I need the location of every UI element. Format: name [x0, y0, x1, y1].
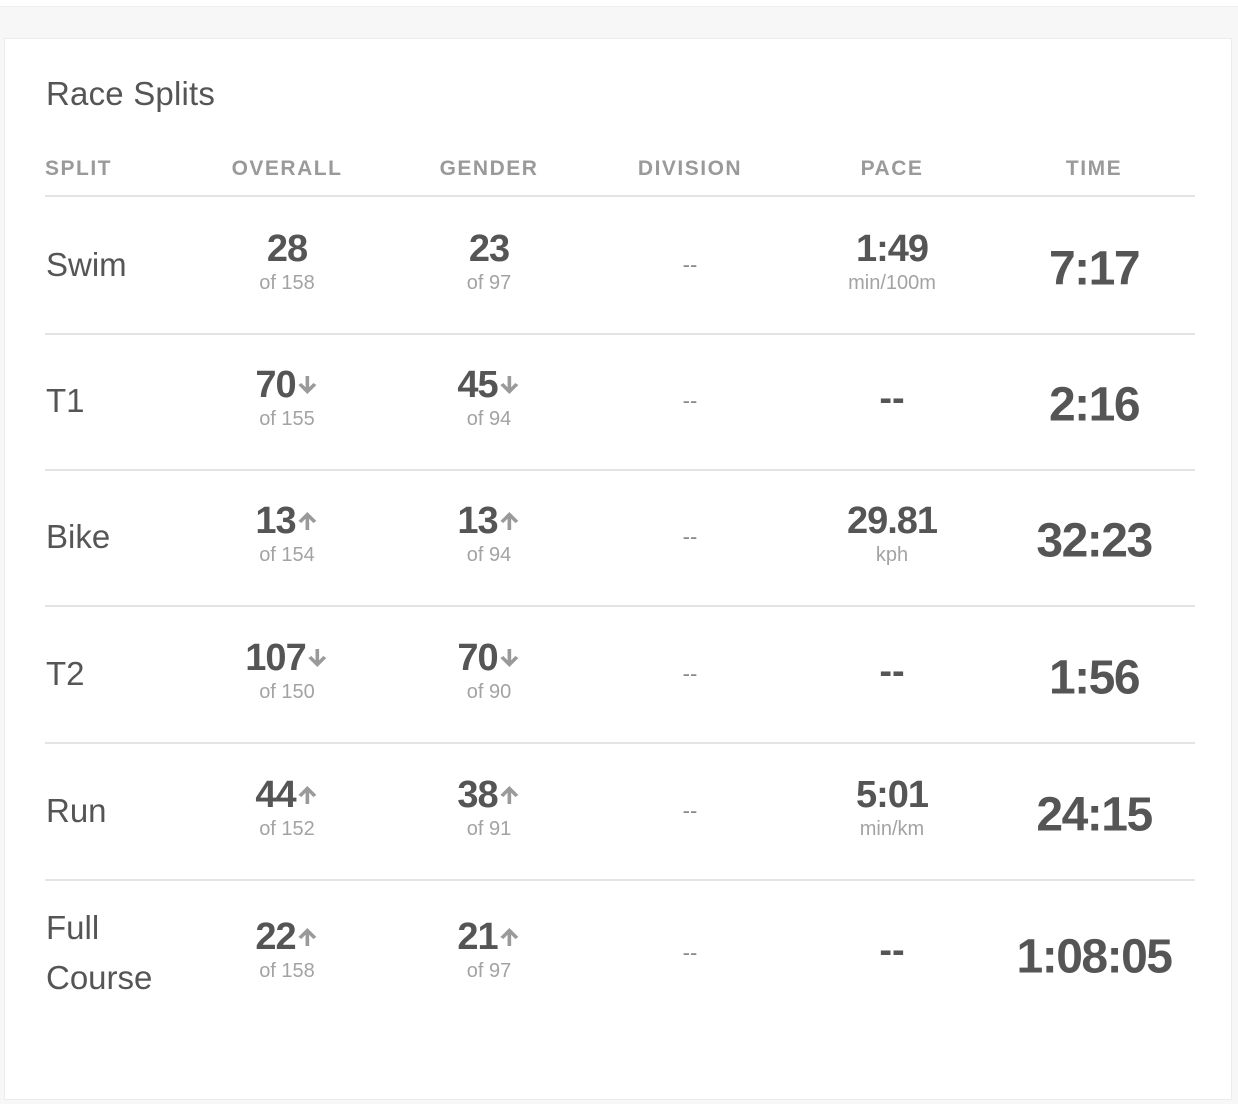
table-header: SPLIT OVERALL GENDER DIVISION PACE TIME	[45, 157, 1195, 197]
race-splits-card: Race Splits SPLIT OVERALL GENDER DIVISIO…	[4, 38, 1232, 1100]
overall-rank-cell: 28 of 158	[259, 230, 315, 296]
arrow-down-icon	[298, 376, 317, 394]
overall-rank: 28	[266, 228, 308, 270]
division-value: --	[682, 388, 698, 413]
pace-cell: 29.81 kph	[846, 500, 938, 568]
header-split: SPLIT	[45, 157, 113, 180]
header-overall: OVERALL	[231, 157, 343, 180]
pace-value: 29.81	[846, 500, 938, 542]
gender-rank-total: of 94	[466, 544, 512, 566]
gender-rank-total: of 90	[466, 680, 512, 703]
overall-rank: 44	[255, 773, 296, 816]
pace-unit: min/100m	[848, 272, 936, 294]
arrow-up-icon	[500, 785, 519, 804]
split-name: Swim	[46, 246, 127, 283]
overall-rank-total: of 155	[259, 408, 315, 430]
pace-cell: --	[879, 930, 904, 973]
pace-cell: 5:01 min/km	[855, 773, 929, 842]
pace-value: --	[879, 929, 905, 972]
gender-rank-cell: 38 of 91	[457, 776, 520, 842]
split-name: T1	[46, 382, 85, 419]
division-value: --	[682, 940, 698, 965]
arrow-up-icon	[500, 512, 519, 530]
pace-cell: 1:49 min/100m	[848, 230, 936, 296]
arrow-down-icon	[500, 648, 519, 667]
overall-rank-total: of 152	[259, 817, 315, 840]
gender-rank: 70	[457, 636, 498, 679]
overall-rank: 13	[255, 500, 296, 542]
arrow-down-icon	[308, 648, 327, 667]
table-row: Bike 13 of 154 13 of 94 -- 29.81 kph 32:23	[45, 469, 1195, 607]
header-time: TIME	[1065, 157, 1123, 180]
arrow-up-icon	[298, 785, 317, 804]
overall-rank-cell: 22 of 158	[255, 918, 318, 984]
table-row: T1 70 of 155 45 of 94 -- -- 2:16	[45, 333, 1195, 471]
split-name: T2	[46, 654, 85, 692]
table-row: Run 44 of 152 38 of 91 -- 5:01 min/km 24:15	[45, 742, 1195, 881]
header-gender: GENDER	[439, 157, 539, 180]
division-value: --	[682, 524, 698, 549]
overall-rank-cell: 70 of 155	[255, 366, 318, 432]
overall-rank: 107	[245, 636, 306, 679]
pace-value: 5:01	[855, 773, 929, 816]
gender-rank: 21	[457, 916, 498, 958]
arrow-down-icon	[500, 376, 519, 394]
overall-rank-cell: 107 of 150	[245, 639, 328, 705]
overall-rank: 22	[255, 916, 296, 958]
division-value: --	[682, 797, 698, 823]
gender-rank-cell: 13 of 94	[457, 502, 520, 568]
overall-rank-total: of 150	[259, 680, 315, 703]
table-row: Full Course 22 of 158 21 of 97 -- -- 1:08:05	[45, 879, 1195, 1059]
gender-rank: 38	[457, 773, 498, 816]
overall-rank-total: of 154	[259, 544, 315, 566]
gender-rank-cell: 21 of 97	[457, 918, 520, 984]
split-time: 24:15	[1036, 788, 1153, 841]
split-time: 1:56	[1048, 651, 1141, 704]
pace-value: --	[879, 377, 905, 420]
header-pace: PACE	[860, 157, 924, 180]
gender-rank-total: of 94	[466, 408, 512, 430]
table-row: Swim 28 of 158 23 of 97 -- 1:49 min/100m 7:17	[45, 197, 1195, 335]
overall-rank-total: of 158	[259, 272, 315, 294]
card-title: Race Splits	[46, 75, 216, 112]
division-value: --	[682, 252, 698, 277]
gender-rank-total: of 97	[466, 960, 512, 982]
gender-rank-total: of 97	[466, 272, 512, 294]
pace-cell: --	[879, 378, 904, 421]
split-time: 2:16	[1048, 378, 1141, 432]
table-row: T2 107 of 150 70 of 90 -- -- 1:56	[45, 605, 1195, 744]
split-name: Full Course	[46, 909, 153, 996]
arrow-up-icon	[500, 928, 519, 946]
split-name: Run	[46, 791, 107, 829]
gender-rank: 13	[457, 500, 498, 542]
split-time: 32:23	[1036, 514, 1153, 568]
pace-unit: min/km	[859, 817, 925, 840]
division-value: --	[682, 660, 698, 686]
overall-rank-cell: 13 of 154	[255, 502, 318, 568]
pace-unit: kph	[875, 544, 909, 566]
overall-rank: 70	[255, 364, 296, 406]
gender-rank-cell: 70 of 90	[457, 639, 520, 705]
top-strip	[0, 0, 1238, 7]
arrow-up-icon	[298, 512, 317, 530]
gender-rank-cell: 45 of 94	[457, 366, 520, 432]
pace-value: --	[879, 650, 905, 692]
gender-rank: 23	[468, 228, 510, 270]
overall-rank-total: of 158	[259, 960, 315, 982]
gender-rank-cell: 23 of 97	[467, 230, 511, 296]
gender-rank: 45	[457, 364, 498, 406]
gender-rank-total: of 91	[466, 817, 512, 840]
split-name: Bike	[46, 518, 111, 555]
split-time: 1:08:05	[1016, 930, 1173, 984]
split-time: 7:17	[1048, 242, 1141, 296]
arrow-up-icon	[298, 928, 317, 946]
header-division: DIVISION	[637, 157, 743, 180]
overall-rank-cell: 44 of 152	[255, 776, 318, 842]
pace-value: 1:49	[855, 228, 929, 270]
pace-cell: --	[879, 650, 904, 693]
